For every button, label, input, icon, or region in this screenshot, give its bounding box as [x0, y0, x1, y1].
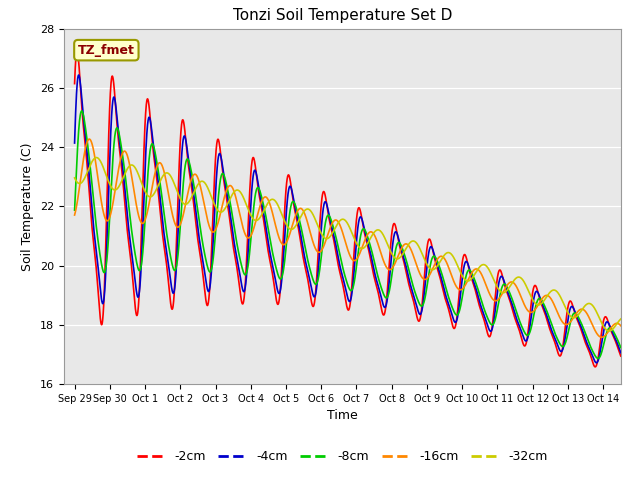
- Y-axis label: Soil Temperature (C): Soil Temperature (C): [22, 142, 35, 271]
- X-axis label: Time: Time: [327, 409, 358, 422]
- Legend: -2cm, -4cm, -8cm, -16cm, -32cm: -2cm, -4cm, -8cm, -16cm, -32cm: [132, 445, 553, 468]
- Text: TZ_fmet: TZ_fmet: [78, 44, 135, 57]
- Title: Tonzi Soil Temperature Set D: Tonzi Soil Temperature Set D: [233, 9, 452, 24]
